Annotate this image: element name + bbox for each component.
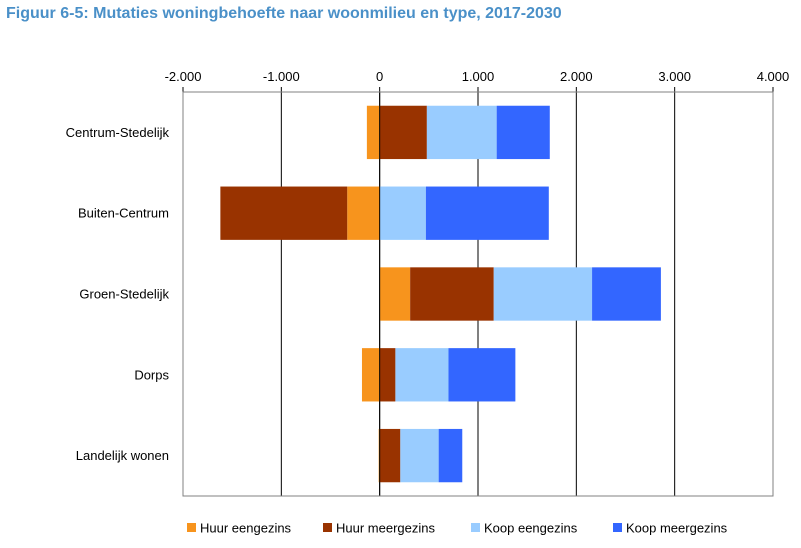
x-tick-label: -2.000	[165, 69, 202, 84]
bars	[220, 105, 661, 483]
plot-frame	[182, 91, 774, 497]
bar-segment	[220, 186, 348, 240]
category-label: Groen-Stedelijk	[79, 287, 169, 302]
legend-swatch	[323, 523, 332, 532]
x-tick-labels: -2.000 -1.000 0 1.000 2.000 3.000 4.000	[165, 69, 790, 84]
bar-segment	[395, 348, 449, 402]
legend-label: Koop eengezins	[484, 521, 578, 536]
bar-segment	[425, 186, 549, 240]
bar-segment	[379, 428, 401, 483]
bar-segment	[496, 105, 550, 160]
bar-segment	[592, 267, 661, 321]
legend-label: Koop meergezins	[626, 521, 728, 536]
bar-segment	[493, 267, 593, 321]
legend-swatch	[471, 523, 480, 532]
legend-swatch	[187, 523, 196, 532]
x-tick-label: 4.000	[757, 69, 790, 84]
bar-segment	[379, 105, 427, 160]
chart-title: Figuur 6-5: Mutaties woningbehoefte naar…	[6, 5, 562, 22]
category-label: Centrum-Stedelijk	[66, 125, 170, 140]
category-label: Dorps	[134, 367, 169, 382]
x-tick-label: 1.000	[462, 69, 495, 84]
x-tick-label: 3.000	[658, 69, 691, 84]
legend-label: Huur meergezins	[336, 521, 435, 536]
bar-segment	[426, 105, 497, 160]
bar-segment	[361, 348, 380, 402]
bar-segment	[438, 428, 463, 483]
bar-segment	[448, 348, 516, 402]
category-label: Buiten-Centrum	[78, 206, 169, 221]
bar-segment	[379, 348, 396, 402]
legend: Huur eengezins Huur meergezins Koop eengez…	[187, 521, 728, 536]
legend-label: Huur eengezins	[200, 521, 292, 536]
x-tick-label: -1.000	[263, 69, 300, 84]
x-tick-label: 0	[376, 69, 383, 84]
category-label: Landelijk wonen	[76, 448, 169, 463]
bar-segment	[347, 186, 380, 240]
bar-segment	[379, 267, 411, 321]
legend-swatch	[613, 523, 622, 532]
bar-segment	[400, 428, 439, 483]
x-tick-label: 2.000	[560, 69, 593, 84]
bar-segment	[410, 267, 494, 321]
category-labels: Centrum-Stedelijk Buiten-Centrum Groen-Ste…	[66, 125, 170, 463]
bar-segment	[366, 105, 380, 160]
bar-segment	[379, 186, 426, 240]
plot-border	[182, 91, 774, 497]
